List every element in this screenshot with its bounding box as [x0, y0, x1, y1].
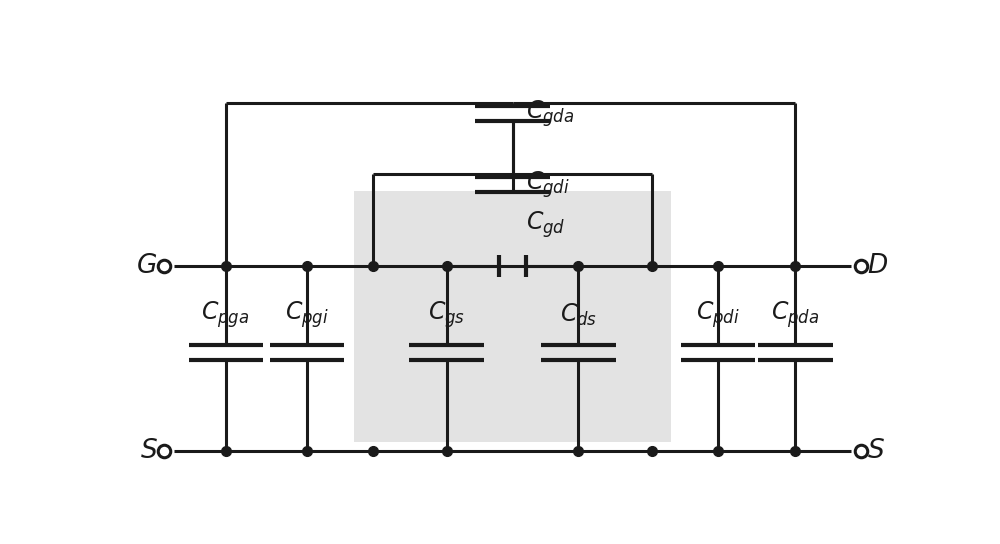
Text: $G$: $G$: [136, 254, 158, 279]
Text: $C_{gdi}$: $C_{gdi}$: [526, 169, 570, 200]
Text: $C_{gd}$: $C_{gd}$: [526, 209, 566, 240]
Text: $S$: $S$: [867, 438, 885, 463]
Text: $C_{ds}$: $C_{ds}$: [560, 301, 597, 327]
Text: $C_{gs}$: $C_{gs}$: [428, 299, 465, 330]
Text: $C_{pda}$: $C_{pda}$: [771, 299, 820, 330]
Text: $C_{gda}$: $C_{gda}$: [526, 98, 575, 129]
Text: $C_{pga}$: $C_{pga}$: [201, 299, 250, 330]
Text: $C_{pgi}$: $C_{pgi}$: [285, 299, 329, 330]
Text: $S$: $S$: [140, 438, 158, 463]
Bar: [354, 191, 671, 442]
Text: $C_{pdi}$: $C_{pdi}$: [696, 299, 740, 330]
Text: $D$: $D$: [867, 254, 888, 279]
